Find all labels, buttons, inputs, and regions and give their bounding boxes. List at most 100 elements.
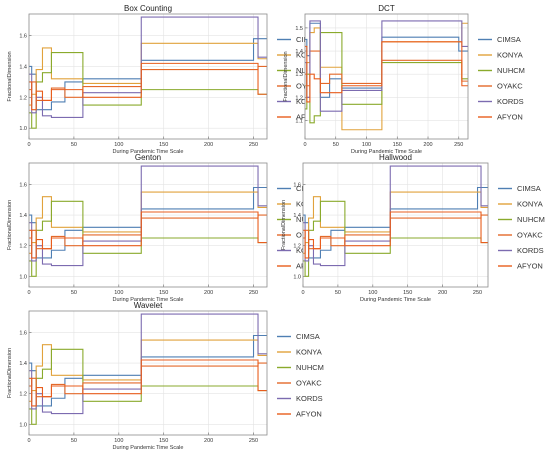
x-axis-label: During Pandemic Time Scale xyxy=(351,149,422,155)
y-axis-label: FractionalDimension xyxy=(283,51,289,101)
chart-panel-0: 0 50 100 150 200 250 1.0 1.2 1.4 1.6 Box Counting D… xyxy=(7,4,324,155)
x-tick-label: 0 xyxy=(27,142,30,148)
chart-panel-1: 0 50 100 150 200 250 1.1 1.2 1.3 1.4 1.5 DCT During … xyxy=(283,4,525,155)
y-tick-label: 1.1 xyxy=(295,118,303,124)
chart-title: Wavelet xyxy=(134,301,163,310)
chart-panel-3: 0 50 100 150 200 250 1.0 1.2 1.4 1.6 Hallwood Durin… xyxy=(281,153,545,303)
y-tick-label: 1.6 xyxy=(19,330,27,336)
y-tick-label: 1.0 xyxy=(293,274,301,280)
legend-label: NUHCM xyxy=(517,215,545,224)
legend-label: OYAKC xyxy=(517,231,543,240)
series-line-nuhcm xyxy=(303,200,488,277)
y-tick-label: 1.2 xyxy=(19,244,27,250)
legend-label: CIMSA xyxy=(517,184,541,193)
legend-label: KORDS xyxy=(497,97,524,106)
y-axis-label: FractionalDimension xyxy=(7,51,13,101)
plot-background xyxy=(305,14,468,139)
series-line-nuhcm xyxy=(29,348,267,425)
legend-label: AFYON xyxy=(517,262,543,271)
legend-label: OYAKC xyxy=(296,379,322,388)
y-tick-label: 1.0 xyxy=(19,422,27,428)
plot-background xyxy=(303,163,488,287)
series-line-oyakc xyxy=(305,50,468,87)
x-tick-label: 100 xyxy=(114,290,123,296)
x-tick-label: 200 xyxy=(423,142,432,148)
chart-title: Box Counting xyxy=(124,4,172,13)
plot-frame xyxy=(28,13,268,140)
x-tick-label: 100 xyxy=(114,438,123,444)
y-axis-label: FractionalDimension xyxy=(7,348,13,398)
series-line-afyon xyxy=(29,211,267,259)
y-tick-label: 1.6 xyxy=(293,182,301,188)
plot-background xyxy=(29,14,267,139)
y-tick-label: 1.6 xyxy=(19,34,27,40)
x-tick-label: 0 xyxy=(27,290,30,296)
x-tick-label: 0 xyxy=(27,438,30,444)
x-tick-label: 150 xyxy=(159,290,168,296)
legend-label: KONYA xyxy=(296,348,322,357)
y-tick-label: 1.0 xyxy=(19,126,27,132)
y-tick-label: 1.2 xyxy=(19,392,27,398)
x-axis-label: During Pandemic Time Scale xyxy=(113,297,184,303)
series-line-nuhcm xyxy=(29,52,267,129)
legend-label: KORDS xyxy=(296,394,323,403)
plot-frame xyxy=(304,13,469,140)
series-line-afyon xyxy=(29,359,267,407)
x-tick-label: 50 xyxy=(71,290,77,296)
y-axis-label: FractionalDimension xyxy=(281,200,287,250)
x-tick-label: 50 xyxy=(333,142,339,148)
series-line-kords xyxy=(29,16,267,118)
series-line-afyon xyxy=(305,41,468,103)
y-tick-label: 1.2 xyxy=(19,95,27,101)
x-tick-label: 150 xyxy=(159,142,168,148)
series-line-kords xyxy=(305,20,468,112)
legend-label: CIMSA xyxy=(497,35,521,44)
series-line-kords xyxy=(29,313,267,415)
x-tick-label: 50 xyxy=(335,290,341,296)
chart-title: Hallwood xyxy=(379,153,412,162)
chart-title: DCT xyxy=(378,4,395,13)
x-tick-label: 200 xyxy=(204,438,213,444)
x-tick-label: 250 xyxy=(249,142,258,148)
legend-label: NUHCM xyxy=(296,363,324,372)
x-tick-label: 50 xyxy=(71,438,77,444)
y-tick-label: 1.6 xyxy=(19,182,27,188)
y-tick-label: 1.4 xyxy=(295,49,303,55)
x-tick-label: 200 xyxy=(438,290,447,296)
x-tick-label: 150 xyxy=(393,142,402,148)
x-tick-label: 0 xyxy=(301,290,304,296)
x-tick-label: 50 xyxy=(71,142,77,148)
x-tick-label: 100 xyxy=(368,290,377,296)
series-line-nuhcm xyxy=(29,200,267,277)
chart-panel-2: 0 50 100 150 200 250 1.0 1.2 1.4 1.6 Genton During … xyxy=(7,153,324,303)
plot-frame xyxy=(28,162,268,288)
legend-label: CIMSA xyxy=(296,332,320,341)
y-tick-label: 1.4 xyxy=(19,213,27,219)
legend-label: OYAKC xyxy=(497,82,523,91)
y-tick-label: 1.3 xyxy=(295,72,303,78)
y-tick-label: 1.4 xyxy=(19,64,27,70)
x-axis-label: During Pandemic Time Scale xyxy=(113,149,184,155)
x-tick-label: 200 xyxy=(204,290,213,296)
plot-frame xyxy=(28,310,268,436)
x-tick-label: 150 xyxy=(159,438,168,444)
y-axis-label: FractionalDimension xyxy=(7,200,13,250)
y-tick-label: 1.2 xyxy=(293,244,301,250)
chart-title: Genton xyxy=(135,153,161,162)
x-tick-label: 0 xyxy=(303,142,306,148)
series-line-kords xyxy=(29,165,267,267)
x-tick-label: 250 xyxy=(454,142,463,148)
plot-background xyxy=(29,163,267,287)
y-tick-label: 1.2 xyxy=(295,95,303,101)
series-line-oyakc xyxy=(29,214,267,250)
legend-label: AFYON xyxy=(497,113,523,122)
series-line-afyon xyxy=(303,211,488,259)
chart-panel-4: 0 50 100 150 200 250 1.0 1.2 1.4 1.6 Wavelet During… xyxy=(7,301,324,451)
x-tick-label: 200 xyxy=(204,142,213,148)
series-line-kords xyxy=(303,165,488,267)
y-tick-label: 1.5 xyxy=(295,26,303,32)
plot-frame xyxy=(302,162,489,288)
x-axis-label: During Pandemic Time Scale xyxy=(360,297,431,303)
series-line-oyakc xyxy=(29,362,267,398)
